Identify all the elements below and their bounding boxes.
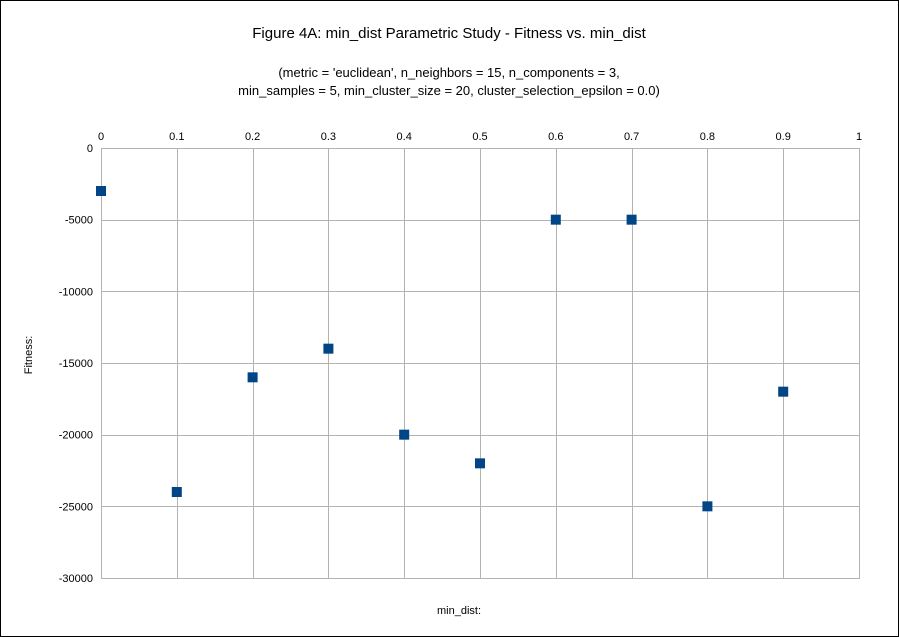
x-tick-label: 0.1 <box>169 131 184 143</box>
data-point <box>171 487 182 497</box>
data-points <box>96 186 789 512</box>
y-tick-label: -20000 <box>59 430 93 442</box>
plot-area-border <box>101 148 860 579</box>
y-axis-label: Fitness: <box>23 336 35 375</box>
y-tick-label: -25000 <box>59 501 93 513</box>
y-tick-label: 0 <box>87 143 93 155</box>
data-point <box>323 343 334 354</box>
x-tick-label: 0.8 <box>700 131 715 143</box>
y-tick-label: -15000 <box>59 358 93 370</box>
x-tick-label: 0.5 <box>472 131 487 143</box>
x-tick-label: 0.3 <box>321 131 336 143</box>
x-tick-labels: 0 0.1 0.2 0.3 0.4 0.5 0.6 0.7 0.8 0.9 1 <box>98 131 862 143</box>
data-point <box>702 501 713 512</box>
x-axis-label: min_dist: <box>437 605 481 617</box>
data-point <box>475 458 485 469</box>
chart-subtitle-line-2: min_samples = 5, min_cluster_size = 20, … <box>238 83 660 98</box>
y-tick-labels: 0 -5000 -10000 -15000 -20000 -25000 -30000 <box>59 143 93 585</box>
data-point <box>96 186 106 196</box>
grid-layer <box>101 148 860 579</box>
data-point <box>778 386 789 397</box>
y-tick-label: -5000 <box>65 215 93 227</box>
data-point <box>550 214 561 225</box>
x-tick-label: 0.4 <box>397 131 412 143</box>
data-point <box>399 429 410 440</box>
x-tick-label: 0 <box>98 131 104 143</box>
data-point <box>626 214 637 225</box>
chart-title: Figure 4A: min_dist Parametric Study - F… <box>252 25 646 42</box>
x-tick-label: 0.9 <box>776 131 791 143</box>
data-point <box>247 372 258 383</box>
y-tick-label: -10000 <box>59 286 93 298</box>
x-tick-label: 0.7 <box>624 131 639 143</box>
y-tick-label: -30000 <box>59 573 93 585</box>
chart-subtitle-line-1: (metric = 'euclidean', n_neighbors = 15,… <box>278 65 619 80</box>
x-tick-label: 0.6 <box>548 131 563 143</box>
x-tick-label: 1 <box>856 131 862 143</box>
x-tick-label: 0.2 <box>245 131 260 143</box>
